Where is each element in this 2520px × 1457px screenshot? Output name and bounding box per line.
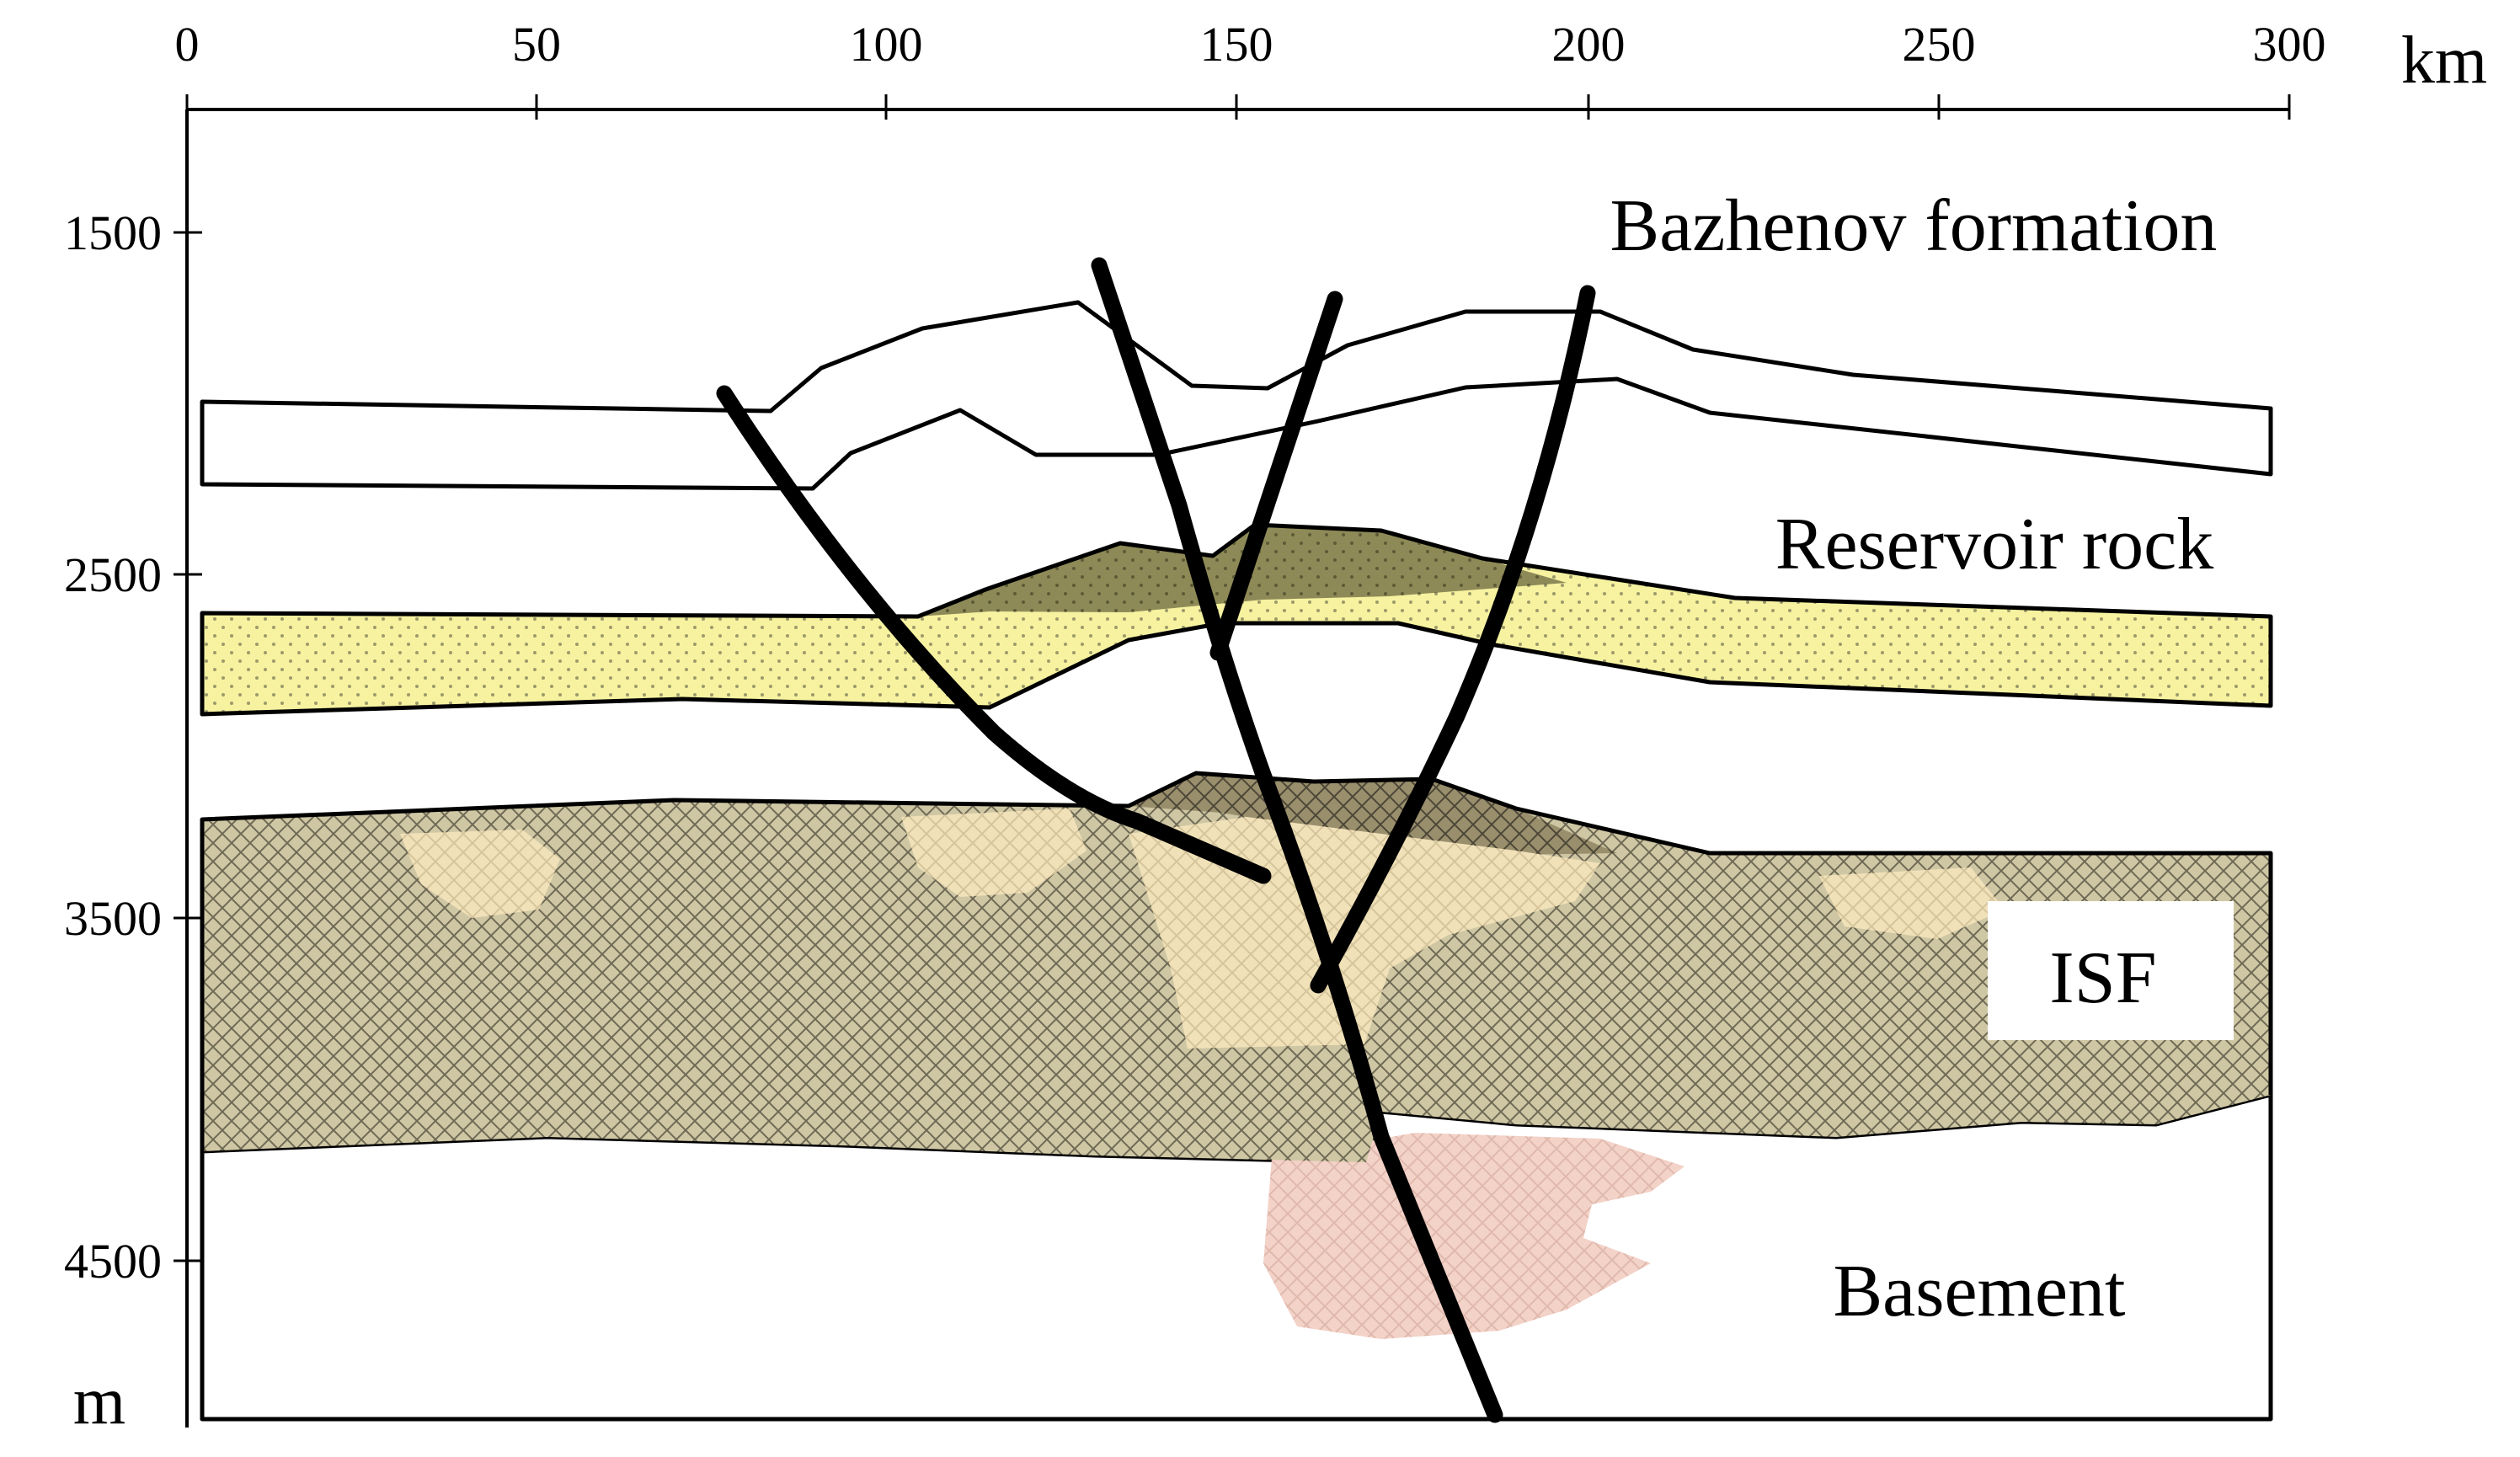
isf-dark-zone [1129, 773, 1617, 855]
bazhenov-formation-label: Bazhenov formation [1610, 185, 2218, 267]
x-axis-unit: km [2401, 24, 2487, 98]
isf-label: ISF [2049, 937, 2156, 1019]
x-tick-label: 250 [1903, 17, 1976, 72]
x-axis: 0 50 100 150 200 250 300 km [175, 17, 2487, 120]
y-tick-label: 4500 [64, 1234, 162, 1289]
x-tick-label: 200 [1552, 17, 1626, 72]
y-tick-label: 3500 [64, 891, 162, 946]
x-tick-label: 0 [175, 17, 200, 72]
basement-label-box: Basement [1749, 1224, 2235, 1350]
x-tick-label: 150 [1200, 17, 1273, 72]
x-tick-label: 300 [2253, 17, 2326, 72]
reservoir-rock-label: Reservoir rock [1775, 504, 2213, 585]
fault-line [1091, 257, 1503, 1423]
y-axis-ticks [174, 231, 202, 1262]
basement-light-zone [1263, 1133, 1684, 1339]
faults [716, 257, 1596, 1423]
isf-label-box: ISF [1988, 901, 2234, 1040]
basement-label: Basement [1833, 1251, 2125, 1332]
y-tick-label: 2500 [64, 547, 162, 602]
y-tick-label: 1500 [64, 205, 162, 260]
bazhenov-layer [200, 300, 2273, 491]
y-axis: 1500 2500 3500 4500 m [64, 109, 202, 1438]
x-tick-label: 50 [512, 17, 561, 72]
fault-line [1310, 285, 1596, 994]
isf-light-zone [1819, 867, 2005, 939]
isf-light-zone [901, 809, 1086, 897]
y-axis-unit: m [73, 1364, 125, 1438]
fault-line [1209, 291, 1343, 661]
x-axis-ticks [185, 94, 2291, 120]
isf-light-zone [400, 830, 560, 918]
x-tick-label: 100 [850, 17, 923, 72]
fault-line [716, 385, 1272, 884]
isf-layer [200, 771, 2273, 1162]
